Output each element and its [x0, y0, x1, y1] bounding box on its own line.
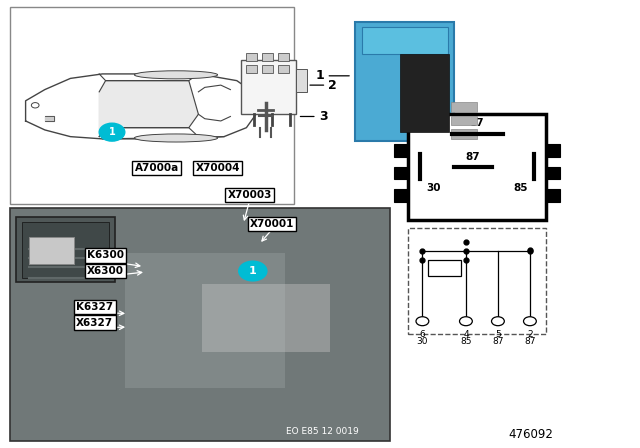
FancyBboxPatch shape — [246, 53, 257, 61]
Text: 476092: 476092 — [509, 428, 554, 441]
Text: 30: 30 — [426, 183, 441, 193]
FancyBboxPatch shape — [428, 260, 461, 276]
Text: 2: 2 — [328, 78, 337, 92]
Text: 5: 5 — [495, 330, 500, 339]
Circle shape — [492, 317, 504, 326]
Text: 85: 85 — [513, 183, 528, 193]
FancyBboxPatch shape — [451, 102, 477, 112]
Text: A7000a: A7000a — [134, 163, 179, 173]
Circle shape — [99, 123, 125, 141]
FancyBboxPatch shape — [16, 217, 115, 282]
FancyBboxPatch shape — [408, 228, 546, 334]
Text: EO E85 12 0019: EO E85 12 0019 — [285, 427, 358, 436]
FancyBboxPatch shape — [202, 284, 330, 352]
Text: X6300: X6300 — [87, 266, 124, 276]
Polygon shape — [99, 81, 198, 137]
FancyBboxPatch shape — [278, 65, 289, 73]
Text: 87: 87 — [524, 337, 536, 346]
FancyBboxPatch shape — [451, 129, 477, 139]
FancyBboxPatch shape — [451, 116, 477, 125]
FancyBboxPatch shape — [296, 69, 307, 92]
Text: 85: 85 — [460, 337, 472, 346]
Text: 30: 30 — [417, 337, 428, 346]
Circle shape — [31, 103, 39, 108]
FancyBboxPatch shape — [355, 22, 454, 141]
FancyBboxPatch shape — [246, 65, 257, 73]
FancyBboxPatch shape — [546, 167, 560, 179]
FancyBboxPatch shape — [400, 54, 449, 132]
FancyBboxPatch shape — [10, 208, 390, 441]
Text: 3: 3 — [319, 110, 327, 123]
Text: 87: 87 — [492, 337, 504, 346]
Text: 6: 6 — [420, 330, 425, 339]
FancyBboxPatch shape — [546, 189, 560, 202]
Text: 1: 1 — [249, 266, 257, 276]
FancyBboxPatch shape — [394, 189, 408, 202]
Text: 87: 87 — [466, 151, 480, 161]
FancyBboxPatch shape — [22, 222, 109, 278]
FancyBboxPatch shape — [394, 144, 408, 157]
FancyBboxPatch shape — [394, 167, 408, 179]
Ellipse shape — [134, 134, 218, 142]
FancyBboxPatch shape — [546, 144, 560, 157]
FancyBboxPatch shape — [262, 53, 273, 61]
FancyBboxPatch shape — [10, 7, 294, 204]
Text: K6300: K6300 — [87, 250, 124, 260]
FancyBboxPatch shape — [125, 253, 285, 388]
Polygon shape — [45, 116, 54, 121]
Text: X70004: X70004 — [195, 163, 240, 173]
Text: 1: 1 — [109, 127, 115, 137]
Text: 2: 2 — [527, 330, 532, 339]
Circle shape — [239, 261, 267, 281]
Text: 87: 87 — [470, 118, 484, 128]
Text: X70001: X70001 — [250, 219, 294, 229]
Text: 4: 4 — [463, 330, 468, 339]
FancyBboxPatch shape — [241, 60, 296, 114]
Circle shape — [416, 317, 429, 326]
FancyBboxPatch shape — [362, 27, 448, 54]
FancyBboxPatch shape — [408, 114, 546, 220]
Circle shape — [460, 317, 472, 326]
Text: K6327: K6327 — [76, 302, 113, 312]
Ellipse shape — [134, 71, 218, 79]
Text: X6327: X6327 — [76, 318, 113, 327]
FancyBboxPatch shape — [29, 237, 74, 264]
Circle shape — [524, 317, 536, 326]
Text: 1: 1 — [316, 69, 324, 82]
FancyBboxPatch shape — [278, 53, 289, 61]
FancyBboxPatch shape — [262, 65, 273, 73]
Text: X70003: X70003 — [227, 190, 272, 200]
